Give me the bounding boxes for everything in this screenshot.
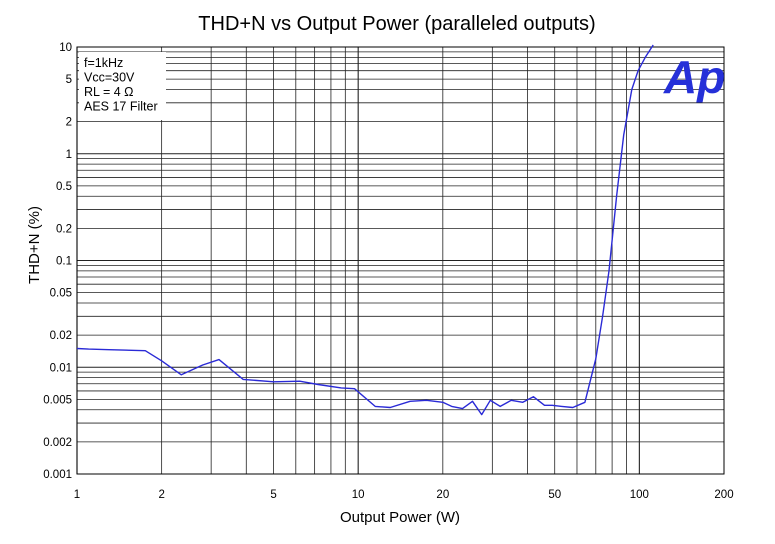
y-tick-label: 2 xyxy=(66,117,72,129)
y-tick-label: 0.002 xyxy=(43,437,72,449)
y-tick-label: 0.05 xyxy=(50,288,72,300)
series-group xyxy=(76,44,654,416)
y-tick-label: 0.1 xyxy=(56,256,72,268)
y-tick-label: 0.001 xyxy=(43,469,72,481)
chart-title: THD+N vs Output Power (paralleled output… xyxy=(198,13,595,35)
y-tick-label: 0.005 xyxy=(43,394,72,406)
annotation-line: f=1kHz xyxy=(84,56,123,70)
series-line xyxy=(76,44,654,416)
x-tick-label: 2 xyxy=(158,489,164,501)
y-tick-label: 5 xyxy=(66,74,72,86)
x-tick-label: 1 xyxy=(74,489,80,501)
y-tick-label: 0.5 xyxy=(56,181,72,193)
x-tick-label: 200 xyxy=(714,489,733,501)
x-tick-label: 10 xyxy=(352,489,365,501)
annotation-line: Vcc=30V xyxy=(84,71,135,85)
x-tick-label: 20 xyxy=(436,489,449,501)
ap-logo: Ap xyxy=(663,51,725,103)
y-tick-label: 1 xyxy=(66,149,72,161)
x-tick-label: 100 xyxy=(630,489,649,501)
y-tick-label: 10 xyxy=(59,42,72,54)
y-tick-label: 0.01 xyxy=(50,362,72,374)
plot-grid xyxy=(76,46,725,475)
annotation-line: AES 17 Filter xyxy=(84,100,158,114)
y-tick-labels: 0.001 0.002 0.005 0.01 0.02 0.05 0.1 0.2 0.5 1 2 5 1… xyxy=(43,42,72,481)
y-tick-label: 0.2 xyxy=(56,223,72,235)
x-tick-labels: 1 2 5 10 20 50 100 200 xyxy=(74,489,734,501)
x-tick-label: 50 xyxy=(548,489,561,501)
x-axis-label: Output Power (W) xyxy=(340,509,460,526)
plot-frame xyxy=(76,46,725,475)
y-tick-label: 0.02 xyxy=(50,330,72,342)
x-tick-label: 5 xyxy=(270,489,276,501)
annotation-box xyxy=(79,52,166,120)
y-axis-label: THD+N (%) xyxy=(26,206,43,284)
annotation-line: RL = 4 Ω xyxy=(84,85,134,99)
